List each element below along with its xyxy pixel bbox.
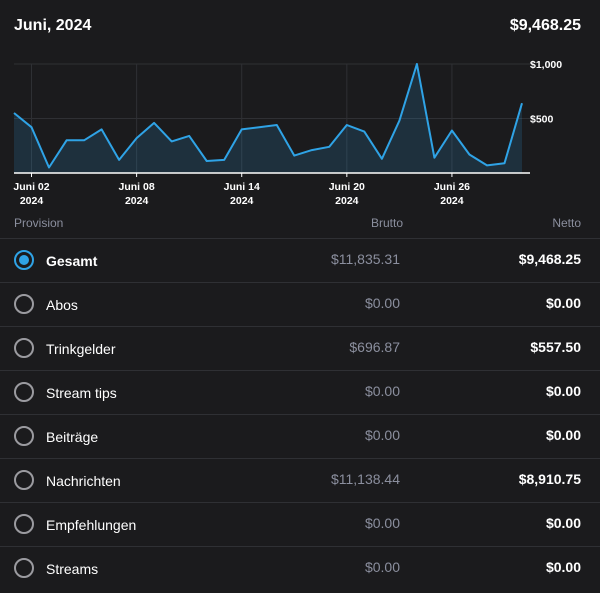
column-brutto: Brutto [370,216,403,230]
x-tick-year: 2024 [125,195,149,207]
row-stream-tips[interactable]: Stream tips $0.00 $0.00 [0,370,600,414]
total-amount: $9,468.25 [509,17,581,34]
row-netto: $8,910.75 [518,471,581,487]
row-label: Empfehlungen [46,517,137,533]
header: Juni, 2024 $9,468.25 [14,17,581,39]
x-tick-label: Juni 08 [119,181,155,193]
row-brutto: $0.00 [364,383,400,399]
row-streams[interactable]: Streams $0.00 $0.00 [0,546,600,590]
row-label: Beiträge [46,429,99,445]
series-line [13,63,523,169]
x-tick-year: 2024 [440,195,464,207]
row-netto: $557.50 [530,339,581,355]
row-netto: $0.00 [545,427,581,443]
radio-button[interactable] [14,426,34,446]
radio-button[interactable] [14,558,34,578]
row-brutto: $0.00 [364,427,400,443]
x-tick-label: Juni 20 [329,181,365,193]
radio-button[interactable] [14,294,34,314]
row-brutto: $0.00 [364,515,400,531]
x-tick-year: 2024 [335,195,359,207]
earnings-chart: $500 $1,000 Juni 02 2024 Juni 08 2024 Juni 14 2… [13,59,562,207]
y-tick-label: $500 [530,114,554,126]
row-abos[interactable]: Abos $0.00 $0.00 [0,282,600,326]
x-tick-year: 2024 [230,195,254,207]
column-headers: Provision Brutto Netto [14,216,581,232]
row-gesamt[interactable]: Gesamt $11,835.31 $9,468.25 [0,238,600,282]
radio-button[interactable] [14,382,34,402]
row-empfehlungen[interactable]: Empfehlungen $0.00 $0.00 [0,502,600,546]
row-trinkgelder[interactable]: Trinkgelder $696.87 $557.50 [0,326,600,370]
radio-button[interactable] [14,338,34,358]
column-netto: Netto [552,216,581,230]
radio-button[interactable] [14,470,34,490]
column-provision: Provision [14,216,64,230]
page-title: Juni, 2024 [14,17,92,34]
x-tick-label: Juni 26 [434,181,470,193]
earnings-table: Gesamt $11,835.31 $9,468.25 Abos $0.00 $… [0,238,600,590]
row-nachrichten[interactable]: Nachrichten $11,138.44 $8,910.75 [0,458,600,502]
row-label: Stream tips [46,385,117,401]
row-label: Streams [46,561,99,577]
row-label: Gesamt [46,253,98,269]
row-netto: $9,468.25 [518,251,581,267]
radio-button[interactable] [14,514,34,534]
y-tick-label: $1,000 [530,59,562,71]
row-beitraege[interactable]: Beiträge $0.00 $0.00 [0,414,600,458]
series-area [14,64,522,173]
row-label: Trinkgelder [46,341,116,357]
radio-button[interactable] [14,250,34,270]
row-netto: $0.00 [545,295,581,311]
x-tick-label: Juni 02 [13,181,49,193]
row-netto: $0.00 [545,383,581,399]
row-label: Nachrichten [46,473,121,489]
row-brutto: $696.87 [349,339,400,355]
row-netto: $0.00 [545,559,581,575]
x-tick-year: 2024 [20,195,44,207]
row-label: Abos [46,297,78,313]
row-brutto: $0.00 [364,559,400,575]
row-brutto: $0.00 [364,295,400,311]
row-brutto: $11,138.44 [330,471,400,487]
row-brutto: $11,835.31 [330,251,400,267]
x-tick-label: Juni 14 [224,181,260,193]
row-netto: $0.00 [545,515,581,531]
